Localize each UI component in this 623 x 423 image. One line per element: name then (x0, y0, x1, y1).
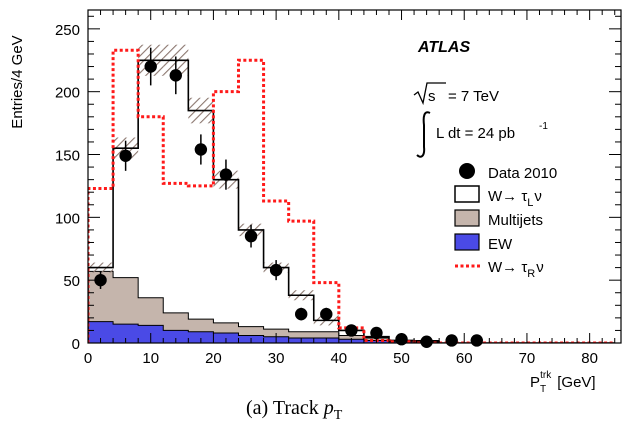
x-tick-label: 50 (393, 350, 410, 367)
x-tick-label: 40 (330, 350, 347, 367)
legend-ew-label: EW (488, 236, 513, 253)
axis-tick-labels: 0 10 20 30 40 50 60 70 80 0 50 100 150 200 250 (55, 22, 598, 367)
x-tick-label: 10 (142, 350, 159, 367)
data-point (370, 326, 383, 340)
y-tick-label: 250 (55, 22, 80, 39)
data-point (244, 224, 258, 248)
data-point (219, 159, 233, 190)
data-marker (244, 229, 258, 243)
y-tick-label: 200 (55, 85, 80, 102)
multijets-fill (88, 270, 615, 343)
legend-data-label: Data 2010 (488, 165, 557, 182)
sqrt-icon (413, 82, 446, 106)
legend-tauL-label: W→ τLν (488, 188, 542, 209)
histogram-lines (88, 48, 615, 343)
atlas-label: ATLAS (417, 39, 470, 56)
data-marker (194, 143, 208, 156)
energy-annotation: s = 7 TeV (413, 82, 499, 106)
data-point (119, 140, 132, 171)
energy-s: s (428, 88, 436, 105)
data-point (169, 56, 182, 95)
x-tick-label: 0 (84, 350, 92, 367)
legend-multijets-swatch (454, 209, 480, 227)
energy-value: = 7 TeV (448, 88, 499, 105)
data-marker (94, 273, 107, 287)
tauR-histogram (88, 48, 615, 343)
y-tick-label: 100 (55, 210, 80, 227)
lumi-superscript: -1 (539, 121, 548, 132)
lumi-annotation: L dt = 24 pb -1 (416, 111, 548, 158)
data-point (320, 307, 333, 321)
data-point (295, 307, 308, 321)
data-marker (219, 168, 233, 181)
data-marker (345, 324, 358, 337)
lumi-text: L dt = 24 pb (436, 125, 515, 142)
y-tick-label: 0 (72, 336, 80, 353)
data-marker (320, 307, 333, 321)
data-point (345, 324, 358, 337)
legend-ew-swatch (454, 233, 480, 251)
x-axis-label: PTtrk [GeV] (530, 370, 596, 395)
data-point (144, 47, 157, 86)
data-marker (295, 307, 308, 321)
data-point (269, 260, 283, 281)
y-axis-label: Entries/4 GeV (9, 35, 26, 128)
figure-caption: (a) Track pT (246, 397, 343, 423)
integral-icon (416, 111, 431, 158)
data-marker (370, 326, 383, 340)
data-point (94, 271, 107, 289)
data-marker (269, 263, 283, 277)
x-tick-label: 70 (519, 350, 536, 367)
data-marker (169, 69, 182, 82)
legend-multijets-label: Multijets (488, 212, 543, 229)
x-tick-label: 80 (581, 350, 598, 367)
data-marker (119, 149, 132, 162)
data-points (94, 47, 483, 348)
legend: Data 2010 W→ τLν Multijets EW W→ τRν (454, 163, 557, 280)
x-tick-label: 20 (205, 350, 222, 367)
y-tick-label: 150 (55, 148, 80, 165)
plot-frame (87, 9, 622, 344)
tauL-histogram (88, 59, 615, 343)
x-tick-label: 60 (456, 350, 473, 367)
ew-fill (88, 321, 615, 343)
legend-tauL-swatch (454, 185, 480, 203)
legend-data-marker (459, 163, 475, 179)
legend-tauR-label: W→ τRν (488, 259, 544, 280)
y-tick-label: 50 (63, 273, 80, 290)
axis-ticks (87, 10, 621, 344)
x-tick-label: 30 (268, 350, 285, 367)
data-marker (144, 60, 157, 73)
data-point (194, 134, 208, 165)
